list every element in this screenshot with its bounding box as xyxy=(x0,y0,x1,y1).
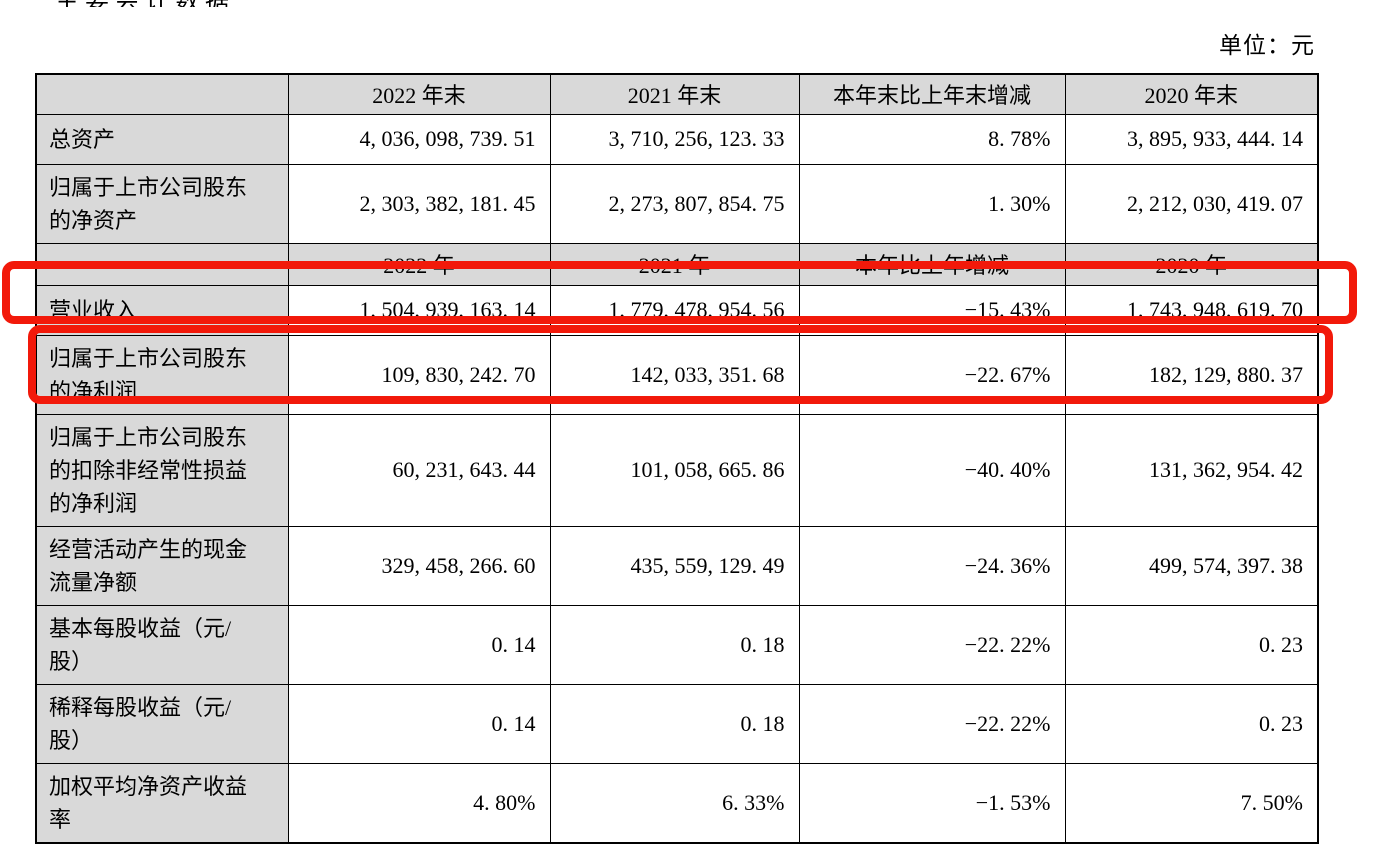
value-cell-2022: 4. 80% xyxy=(287,762,551,843)
row-label-cell: 归属于上市公司股东的净利润 xyxy=(35,334,289,415)
financial-summary-table: 2022 年末 2021 年末 本年末比上年末增减 2020 年末 总资产 4,… xyxy=(35,73,1319,844)
value-cell-2020: 499, 574, 397. 38 xyxy=(1064,525,1319,606)
value-cell-2022: 4, 036, 098, 739. 51 xyxy=(287,113,551,165)
table-row-diluted-eps: 稀释每股收益（元/股） 0. 14 0. 18 −22. 22% 0. 23 xyxy=(35,683,1319,764)
value-cell-2021: 0. 18 xyxy=(549,604,800,685)
value-cell-2021: 142, 033, 351. 68 xyxy=(549,334,800,415)
value-cell-2022: 0. 14 xyxy=(287,604,551,685)
row-label-cell: 归属于上市公司股东的扣除非经常性损益的净利润 xyxy=(35,413,289,527)
value-cell-2020: 0. 23 xyxy=(1064,604,1319,685)
header-cell-2022-yearend: 2022 年末 xyxy=(287,73,551,115)
value-cell-2020: 7. 50% xyxy=(1064,762,1319,843)
value-cell-2020: 2, 212, 030, 419. 07 xyxy=(1064,163,1319,244)
value-cell-2020: 182, 129, 880. 37 xyxy=(1064,334,1319,415)
value-cell-2022: 329, 458, 266. 60 xyxy=(287,525,551,606)
table-row-net-profit: 归属于上市公司股东的净利润 109, 830, 242. 70 142, 033… xyxy=(35,334,1319,415)
header-cell-2021: 2021 年 xyxy=(549,242,800,286)
value-cell-2021: 3, 710, 256, 123. 33 xyxy=(549,113,800,165)
value-cell-2021: 101, 058, 665. 86 xyxy=(549,413,800,527)
value-cell-2021: 2, 273, 807, 854. 75 xyxy=(549,163,800,244)
value-cell-change: −15. 43% xyxy=(798,284,1066,336)
value-cell-2020: 0. 23 xyxy=(1064,683,1319,764)
table-row-net-assets: 归属于上市公司股东的净资产 2, 303, 382, 181. 45 2, 27… xyxy=(35,163,1319,244)
table-row-revenue: 营业收入 1, 504, 939, 163. 14 1, 779, 478, 9… xyxy=(35,284,1319,336)
header-cell-2022: 2022 年 xyxy=(287,242,551,286)
row-label-cell: 基本每股收益（元/股） xyxy=(35,604,289,685)
table-row-operating-cash-flow: 经营活动产生的现金流量净额 329, 458, 266. 60 435, 559… xyxy=(35,525,1319,606)
value-cell-2022: 0. 14 xyxy=(287,683,551,764)
value-cell-change: −22. 67% xyxy=(798,334,1066,415)
value-cell-2021: 6. 33% xyxy=(549,762,800,843)
value-cell-2021: 1, 779, 478, 954. 56 xyxy=(549,284,800,336)
table-header-yearend-row: 2022 年末 2021 年末 本年末比上年末增减 2020 年末 xyxy=(35,73,1319,115)
row-label-cell: 加权平均净资产收益率 xyxy=(35,762,289,843)
table-row-basic-eps: 基本每股收益（元/股） 0. 14 0. 18 −22. 22% 0. 23 xyxy=(35,604,1319,685)
value-cell-2022: 1, 504, 939, 163. 14 xyxy=(287,284,551,336)
value-cell-2022: 109, 830, 242. 70 xyxy=(287,334,551,415)
value-cell-change: −22. 22% xyxy=(798,604,1066,685)
row-label-cell: 经营活动产生的现金流量净额 xyxy=(35,525,289,606)
value-cell-2021: 0. 18 xyxy=(549,683,800,764)
header-cell-2020-yearend: 2020 年末 xyxy=(1064,73,1319,115)
unit-label: 单位：元 xyxy=(1219,33,1315,58)
value-cell-change: −24. 36% xyxy=(798,525,1066,606)
value-cell-change: −22. 22% xyxy=(798,683,1066,764)
header-corner-cell xyxy=(35,73,289,115)
table-row-total-assets: 总资产 4, 036, 098, 739. 51 3, 710, 256, 12… xyxy=(35,113,1319,165)
clipped-text: 主要会计数据 xyxy=(55,0,315,7)
row-label-cell: 归属于上市公司股东的净资产 xyxy=(35,163,289,244)
value-cell-2020: 1, 743, 948, 619. 70 xyxy=(1064,284,1319,336)
value-cell-2021: 435, 559, 129. 49 xyxy=(549,525,800,606)
value-cell-change: 8. 78% xyxy=(798,113,1066,165)
clipped-text-fragment: 主要会计数据 xyxy=(55,0,315,7)
row-label-cell: 稀释每股收益（元/股） xyxy=(35,683,289,764)
value-cell-change: −40. 40% xyxy=(798,413,1066,527)
value-cell-2022: 60, 231, 643. 44 xyxy=(287,413,551,527)
header-cell-2020: 2020 年 xyxy=(1064,242,1319,286)
table-row-non-recurring-net-profit: 归属于上市公司股东的扣除非经常性损益的净利润 60, 231, 643. 44 … xyxy=(35,413,1319,527)
header-corner-cell xyxy=(35,242,289,286)
value-cell-2020: 3, 895, 933, 444. 14 xyxy=(1064,113,1319,165)
row-label-cell: 总资产 xyxy=(35,113,289,165)
table-header-year-row: 2022 年 2021 年 本年比上年增减 2020 年 xyxy=(35,242,1319,286)
row-label-cell: 营业收入 xyxy=(35,284,289,336)
table-row-weighted-roe: 加权平均净资产收益率 4. 80% 6. 33% −1. 53% 7. 50% xyxy=(35,762,1319,843)
header-cell-yearend-change: 本年末比上年末增减 xyxy=(798,73,1066,115)
value-cell-change: −1. 53% xyxy=(798,762,1066,843)
header-cell-2021-yearend: 2021 年末 xyxy=(549,73,800,115)
value-cell-2020: 131, 362, 954. 42 xyxy=(1064,413,1319,527)
value-cell-change: 1. 30% xyxy=(798,163,1066,244)
value-cell-2022: 2, 303, 382, 181. 45 xyxy=(287,163,551,244)
header-cell-year-change: 本年比上年增减 xyxy=(798,242,1066,286)
